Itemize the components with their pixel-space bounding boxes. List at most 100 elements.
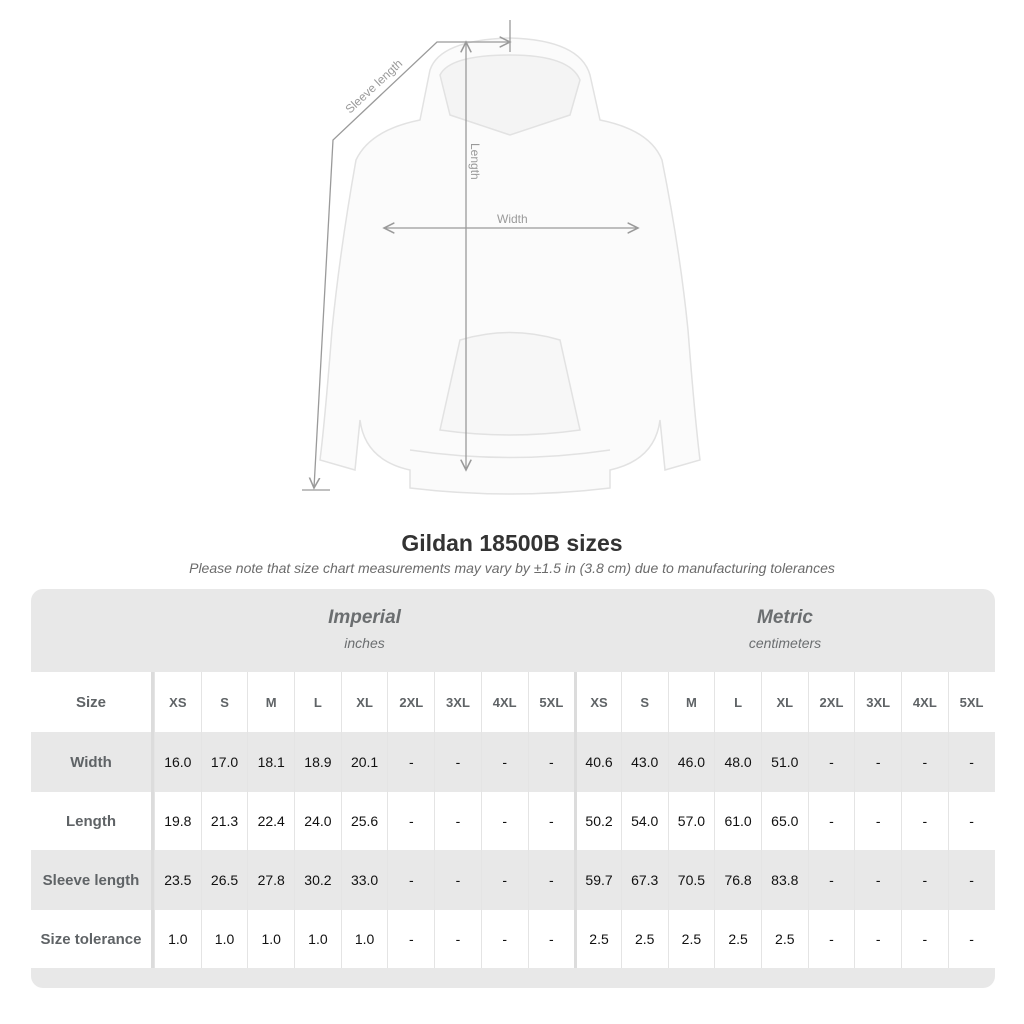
size-header-metric: XL	[760, 672, 808, 732]
tolerance-note: Please note that size chart measurements…	[189, 560, 835, 576]
metric-cell: 51.0	[760, 732, 808, 792]
sleeve-length-label: Sleeve length	[342, 56, 405, 116]
imperial-cell: -	[387, 792, 434, 850]
metric-cell: 65.0	[760, 792, 808, 850]
metric-cell: 67.3	[620, 850, 668, 910]
imperial-cell: -	[387, 850, 434, 910]
table-row: Width 16.0 17.0 18.1 18.9 20.1- - - -40.6 43.0 46.…	[31, 732, 995, 792]
metric-cell: 59.7	[574, 850, 621, 910]
size-header-metric: 3XL	[854, 672, 901, 732]
imperial-cell: 16.0	[154, 732, 201, 792]
size-header-row: Size XS S M L XL 2XL 3XL 4XL 5XL XS S M L XL 2XL 3XL 4XL 5…	[31, 672, 995, 732]
metric-cell: -	[947, 732, 995, 792]
metric-cell: -	[947, 792, 995, 850]
size-header-metric: S	[620, 672, 668, 732]
metric-cell: 40.6	[574, 732, 621, 792]
metric-label: Metric	[757, 607, 813, 628]
metric-header: Metric centimeters	[575, 589, 995, 672]
imperial-cell: -	[527, 850, 575, 910]
size-header-imperial: 5XL	[527, 672, 575, 732]
imperial-cell: 1.0	[154, 910, 201, 968]
metric-cell: 83.8	[760, 850, 808, 910]
size-header-imperial: XS	[154, 672, 201, 732]
metric-cell: 2.5	[620, 910, 668, 968]
metric-cell: 48.0	[714, 732, 761, 792]
width-label: Width	[497, 212, 528, 226]
imperial-cell: -	[387, 732, 434, 792]
metric-cell: -	[901, 910, 948, 968]
size-header-imperial: XL	[340, 672, 388, 732]
size-header-imperial: 3XL	[434, 672, 481, 732]
metric-cell: 76.8	[714, 850, 761, 910]
metric-cell: -	[807, 910, 855, 968]
imperial-cell: 24.0	[294, 792, 341, 850]
imperial-cell: -	[434, 910, 481, 968]
row-label: Sleeve length	[31, 850, 154, 910]
size-header-imperial: M	[247, 672, 294, 732]
page-title: Gildan 18500B sizes	[401, 530, 623, 556]
imperial-cell: 25.6	[340, 792, 388, 850]
table-row: Length 19.8 21.3 22.4 24.0 25.6- - - -50.2 54.0 57…	[31, 792, 995, 850]
metric-cell: -	[901, 732, 948, 792]
metric-cell: -	[947, 910, 995, 968]
metric-cell: 2.5	[574, 910, 621, 968]
imperial-cell: 33.0	[340, 850, 388, 910]
length-label: Length	[468, 143, 482, 180]
metric-cell: 54.0	[620, 792, 668, 850]
hoodie-shape	[319, 37, 701, 495]
imperial-cell: 1.0	[294, 910, 341, 968]
metric-cell: 61.0	[714, 792, 761, 850]
size-header-metric: 5XL	[947, 672, 995, 732]
imperial-cell: -	[527, 732, 575, 792]
imperial-cell: -	[480, 732, 528, 792]
imperial-cell: -	[480, 850, 528, 910]
metric-cell: -	[901, 792, 948, 850]
size-header-metric: XS	[574, 672, 621, 732]
metric-cell: 2.5	[667, 910, 715, 968]
metric-cell: -	[854, 732, 901, 792]
imperial-cell: -	[480, 792, 528, 850]
metric-cell: 57.0	[667, 792, 715, 850]
size-header-metric: L	[714, 672, 761, 732]
size-header-metric: M	[667, 672, 715, 732]
metric-cell: -	[947, 850, 995, 910]
imperial-cell: -	[434, 732, 481, 792]
imperial-cell: 21.3	[200, 792, 248, 850]
imperial-cell: 23.5	[154, 850, 201, 910]
size-header-metric: 2XL	[807, 672, 855, 732]
imperial-cell: 27.8	[247, 850, 294, 910]
metric-cell: -	[854, 792, 901, 850]
metric-cell: 46.0	[667, 732, 715, 792]
imperial-cell: -	[387, 910, 434, 968]
size-table: Imperial inches Metric centimeters Size X…	[31, 589, 995, 988]
metric-cell: -	[807, 732, 855, 792]
imperial-cell: 19.8	[154, 792, 201, 850]
metric-cell: 2.5	[714, 910, 761, 968]
imperial-cell: 1.0	[340, 910, 388, 968]
size-header-imperial: 4XL	[480, 672, 528, 732]
size-header-imperial: L	[294, 672, 341, 732]
imperial-label: Imperial	[328, 607, 401, 628]
row-label: Size tolerance	[31, 910, 154, 968]
size-column-header: Size	[31, 672, 154, 732]
imperial-cell: 26.5	[200, 850, 248, 910]
sleeve-line	[314, 42, 510, 488]
imperial-cell: 1.0	[247, 910, 294, 968]
metric-cell: -	[901, 850, 948, 910]
table-row: Sleeve length 23.5 26.5 27.8 30.2 33.0- - - -59.…	[31, 850, 995, 910]
size-header-metric: 4XL	[901, 672, 948, 732]
table-row: Size tolerance 1.0 1.0 1.0 1.0 1.0- - - -2.5 2.5 2…	[31, 910, 995, 968]
imperial-cell: 18.1	[247, 732, 294, 792]
hoodie-diagram: Sleeve length Length Width	[302, 20, 701, 495]
imperial-unit: inches	[344, 635, 385, 651]
row-label: Length	[31, 792, 154, 850]
metric-unit: centimeters	[748, 635, 822, 651]
metric-cell: -	[807, 792, 855, 850]
imperial-cell: 20.1	[340, 732, 388, 792]
imperial-cell: 30.2	[294, 850, 341, 910]
imperial-cell: 1.0	[200, 910, 248, 968]
metric-cell: -	[854, 910, 901, 968]
imperial-cell: 17.0	[200, 732, 248, 792]
metric-cell: 2.5	[760, 910, 808, 968]
metric-cell: -	[807, 850, 855, 910]
